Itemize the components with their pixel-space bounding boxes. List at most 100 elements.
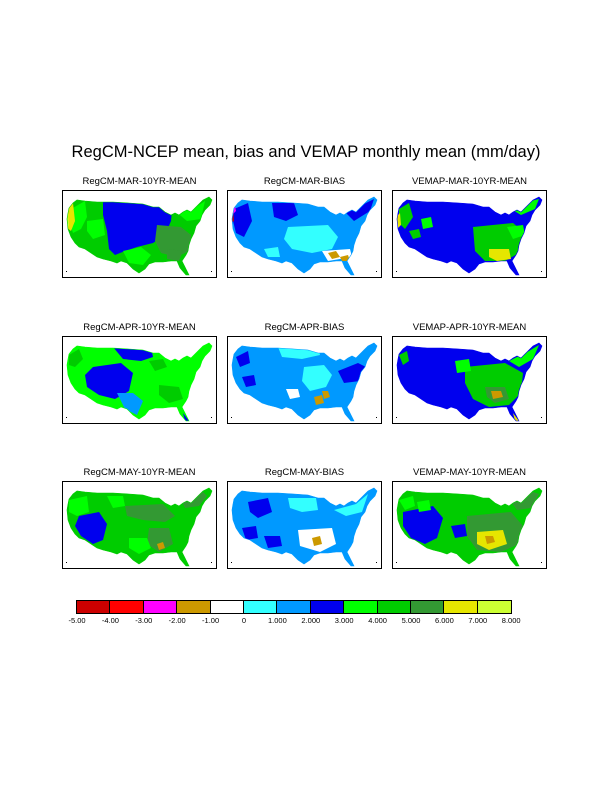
map-contour-region [147, 528, 173, 552]
map-contour-region [125, 504, 175, 522]
map-contour-region [117, 393, 143, 415]
map-contour-region [340, 255, 350, 261]
colorbar-box [477, 601, 512, 613]
map-contour-region [123, 247, 151, 265]
colorbar-tick-label: -2.00 [168, 616, 186, 625]
map-contour-region [314, 395, 324, 405]
map-contour-region [489, 249, 511, 261]
map-panel-title: RegCM-APR-10YR-MEAN [83, 322, 196, 333]
map-frame [227, 336, 382, 424]
map-speckle [541, 562, 542, 563]
us-precip-map [231, 487, 378, 567]
map-contour-region [242, 526, 258, 540]
map-contour-region [248, 498, 272, 518]
map-panel-title: VEMAP-APR-10YR-MEAN [412, 322, 527, 333]
map-contour-region [451, 524, 467, 538]
map-contour-region [107, 496, 125, 508]
map-speckle [396, 271, 397, 272]
colorbar-box [410, 601, 445, 613]
colorbar-box [377, 601, 411, 613]
map-contour-region [403, 506, 443, 544]
map-panel: RegCM-APR-BIAS [227, 322, 382, 424]
us-outline [396, 487, 543, 567]
colorbar-tick-label: 6.000 [435, 616, 454, 625]
map-panel: RegCM-MAY-BIAS [227, 467, 382, 569]
map-contour-region [491, 391, 503, 399]
map-contour-region [465, 363, 523, 407]
map-contour-region [69, 496, 89, 516]
map-contour-region [509, 345, 539, 367]
map-panel: RegCM-MAR-BIAS [227, 176, 382, 278]
map-contour-region [312, 536, 322, 546]
colorbar-tick-label: 1.000 [268, 616, 287, 625]
map-contour-region [507, 225, 525, 239]
map-speckle [66, 562, 67, 563]
colorbar-tick-label: -1.00 [202, 616, 220, 625]
map-speckle [231, 417, 232, 418]
map-contour-region [69, 349, 83, 367]
colorbar [76, 600, 513, 614]
map-contour-region [421, 217, 433, 229]
us-outline [396, 196, 543, 276]
map-contour-region [242, 375, 256, 387]
map-contour-region [272, 203, 298, 221]
map-contour-region [236, 351, 250, 367]
us-precip-map [66, 487, 213, 567]
map-contour-region [233, 203, 252, 237]
map-panel-title: RegCM-MAR-10YR-MEAN [82, 176, 197, 187]
colorbar-tick-label: 7.000 [468, 616, 488, 625]
map-panel: VEMAP-MAY-10YR-MEAN [392, 467, 547, 569]
map-speckle [211, 271, 212, 272]
colorbar-tick-label: 3.000 [334, 616, 354, 625]
map-contour-region [455, 359, 471, 373]
colorbar-tick-label: 5.000 [401, 616, 421, 625]
map-speckle [396, 562, 397, 563]
map-frame [392, 190, 547, 278]
us-precip-map [231, 342, 378, 422]
colorbar-box [110, 601, 144, 613]
map-contour-region [159, 385, 183, 403]
colorbar-box [143, 601, 178, 613]
map-contour-region [113, 347, 153, 361]
us-outline [66, 487, 213, 567]
map-contour-region [288, 498, 318, 512]
map-frame [227, 190, 382, 278]
map-contour-region [409, 229, 421, 239]
map-contour-region [129, 538, 151, 554]
colorbar-tick-label: 4.000 [368, 616, 387, 625]
map-frame [62, 336, 217, 424]
map-contour-region [264, 536, 282, 548]
us-outline [231, 342, 378, 422]
us-outline [396, 342, 543, 422]
us-precip-map [396, 196, 543, 276]
map-panel-title: RegCM-MAR-BIAS [263, 176, 346, 187]
map-contour-region [328, 251, 340, 259]
map-panel-title: VEMAP-MAY-10YR-MEAN [413, 467, 526, 478]
map-frame [62, 190, 217, 278]
map-speckle [211, 562, 212, 563]
map-speckle [541, 417, 542, 418]
map-contour-region [75, 512, 107, 544]
map-panel: RegCM-APR-10YR-MEAN [62, 322, 217, 424]
map-contour-region [302, 365, 332, 391]
colorbar-box [77, 601, 111, 613]
colorbar-box [210, 601, 244, 613]
page-title: RegCM-NCEP mean, bias and VEMAP monthly … [71, 143, 541, 161]
colorbar-box [310, 601, 345, 613]
colorbar-box [177, 601, 211, 613]
map-contour-region [322, 391, 330, 399]
map-contour-region [85, 363, 133, 399]
colorbar-box [444, 601, 478, 613]
map-speckle [376, 417, 377, 418]
colorbar-tick-label: -3.00 [135, 616, 153, 625]
us-precip-map [396, 487, 543, 567]
map-panel-title: RegCM-APR-BIAS [264, 322, 345, 333]
map-speckle [376, 271, 377, 272]
map-panel-title: VEMAP-MAR-10YR-MEAN [411, 176, 528, 187]
colorbar-tick-label: 8.000 [501, 616, 521, 625]
map-contour-region [417, 500, 431, 512]
map-contour-region [399, 496, 415, 510]
map-panel: RegCM-MAY-10YR-MEAN [62, 467, 217, 569]
map-speckle [66, 271, 67, 272]
map-contour-region [264, 247, 280, 257]
